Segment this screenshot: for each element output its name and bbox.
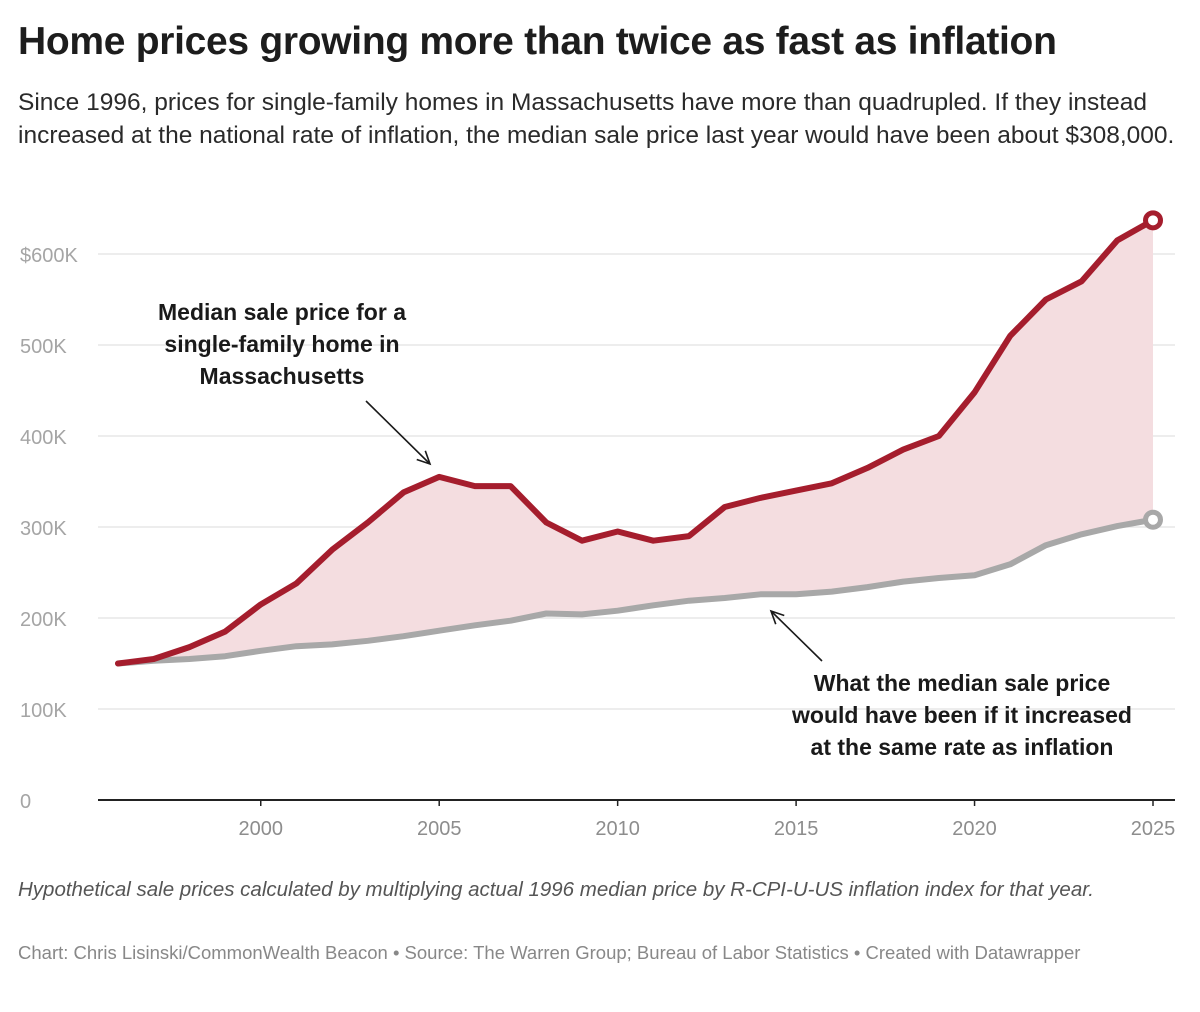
- y-tick-label: $600K: [20, 245, 78, 267]
- annotation-text: single-family home in: [164, 331, 399, 357]
- annotation-arrow: [365, 400, 431, 465]
- x-tick-label: 2020: [952, 818, 997, 840]
- x-tick-label: 2000: [239, 818, 284, 840]
- price-end-marker: [1143, 210, 1163, 231]
- gap-area: [118, 220, 1153, 664]
- y-tick-label: 500K: [20, 336, 67, 358]
- annotation-text: Massachusetts: [200, 363, 365, 389]
- price-series-line: [115, 217, 1156, 667]
- x-tick-label: 2025: [1131, 818, 1176, 840]
- y-tick-label: 100K: [20, 700, 67, 722]
- y-tick-label: 300K: [20, 518, 67, 540]
- y-tick-label: 0: [20, 791, 31, 813]
- annotation-arrowhead: [769, 609, 785, 625]
- x-tick-label: 2010: [595, 818, 640, 840]
- annotation-arrowhead: [416, 450, 432, 466]
- inflation-annotation: What the median sale price would have bee…: [769, 609, 1132, 760]
- annotation-text: would have been if it increased: [791, 702, 1132, 728]
- chart-title: Home prices growing more than twice as f…: [18, 20, 1057, 63]
- inflation-series-line: [115, 516, 1156, 667]
- inflation-end-marker: [1143, 509, 1163, 530]
- y-tick-label: 200K: [20, 609, 67, 631]
- price-annotation: Median sale price for a single-family hom…: [158, 299, 432, 466]
- chart-credit: Chart: Chris Lisinski/CommonWealth Beaco…: [18, 942, 1081, 963]
- chart-note: Hypothetical sale prices calculated by m…: [18, 878, 1094, 901]
- annotation-text: Median sale price for a: [158, 299, 406, 325]
- annotations: Median sale price for a single-family hom…: [158, 299, 1132, 760]
- annotation-text: at the same rate as inflation: [811, 734, 1114, 760]
- chart-subtitle: Since 1996, prices for single-family hom…: [18, 89, 1175, 149]
- y-tick-label: 400K: [20, 427, 67, 449]
- x-axis: 2000 2005 2010 2015 2020 2025: [98, 799, 1176, 840]
- annotation-arrow: [770, 610, 823, 662]
- x-tick-label: 2005: [417, 818, 462, 840]
- x-tick-label: 2015: [774, 818, 819, 840]
- annotation-text: What the median sale price: [814, 670, 1111, 696]
- series-lines: [115, 210, 1163, 667]
- y-axis: 0 100K 200K 300K 400K 500K $600K: [20, 245, 78, 813]
